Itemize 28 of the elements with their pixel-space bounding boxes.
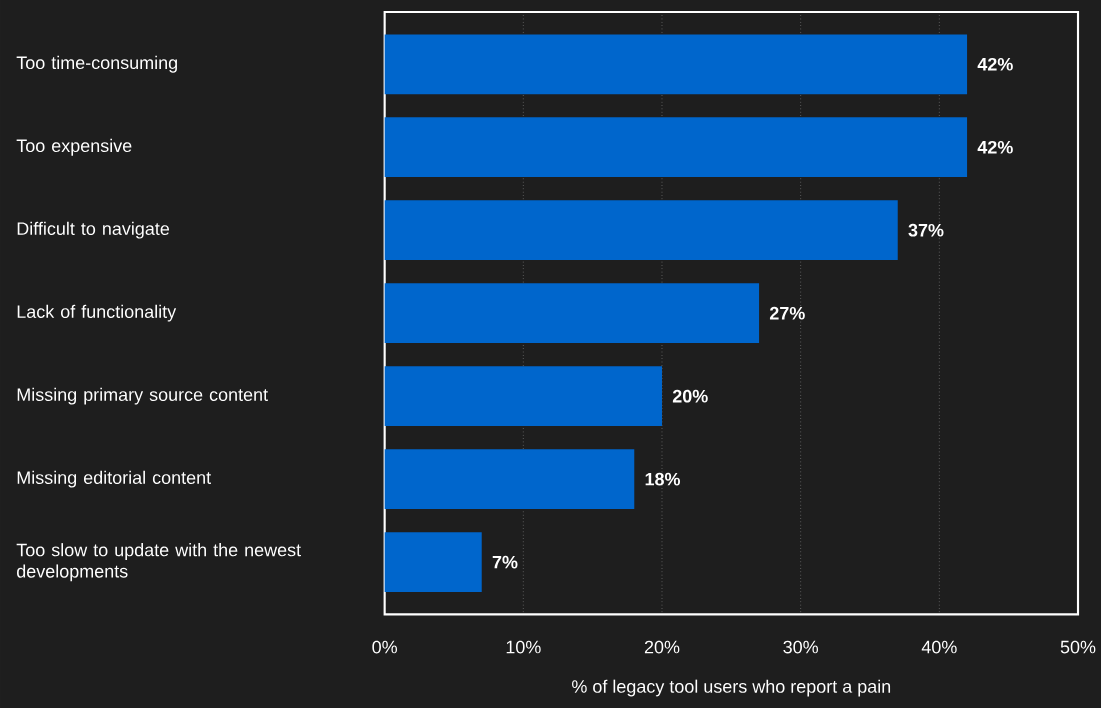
- bar: [384, 200, 898, 260]
- data-label: 37%: [908, 223, 944, 237]
- data-label: 27%: [769, 306, 805, 320]
- bar: [384, 34, 968, 94]
- x-tick-label: 40%: [921, 640, 957, 654]
- x-tick-label: 20%: [644, 640, 680, 654]
- bar: [384, 117, 968, 177]
- y-tick-label: Too slow to update with the newest developments: [16, 542, 301, 582]
- data-label: 42%: [977, 57, 1013, 71]
- bar: [384, 449, 635, 509]
- data-label: 20%: [672, 389, 708, 403]
- bar: [384, 283, 760, 343]
- data-label: 7%: [492, 555, 518, 569]
- data-label: 42%: [977, 140, 1013, 154]
- y-tick-label: Missing editorial content: [17, 470, 211, 488]
- y-tick-label: Too expensive: [16, 138, 132, 156]
- x-tick-label: 30%: [783, 640, 819, 654]
- data-label: 18%: [645, 472, 681, 486]
- bar: [384, 532, 482, 592]
- y-tick-label: Too time-consuming: [16, 55, 177, 73]
- y-tick-label: Lack of functionality: [17, 304, 177, 322]
- x-tick-label: 0%: [372, 640, 398, 654]
- x-tick-label: 50%: [1060, 640, 1096, 654]
- x-axis-title: % of legacy tool users who report a pain: [572, 679, 891, 697]
- y-tick-label: Difficult to navigate: [17, 221, 170, 239]
- y-tick-label: Missing primary source content: [17, 387, 268, 405]
- x-tick-label: 10%: [506, 640, 541, 654]
- bar: [384, 366, 662, 426]
